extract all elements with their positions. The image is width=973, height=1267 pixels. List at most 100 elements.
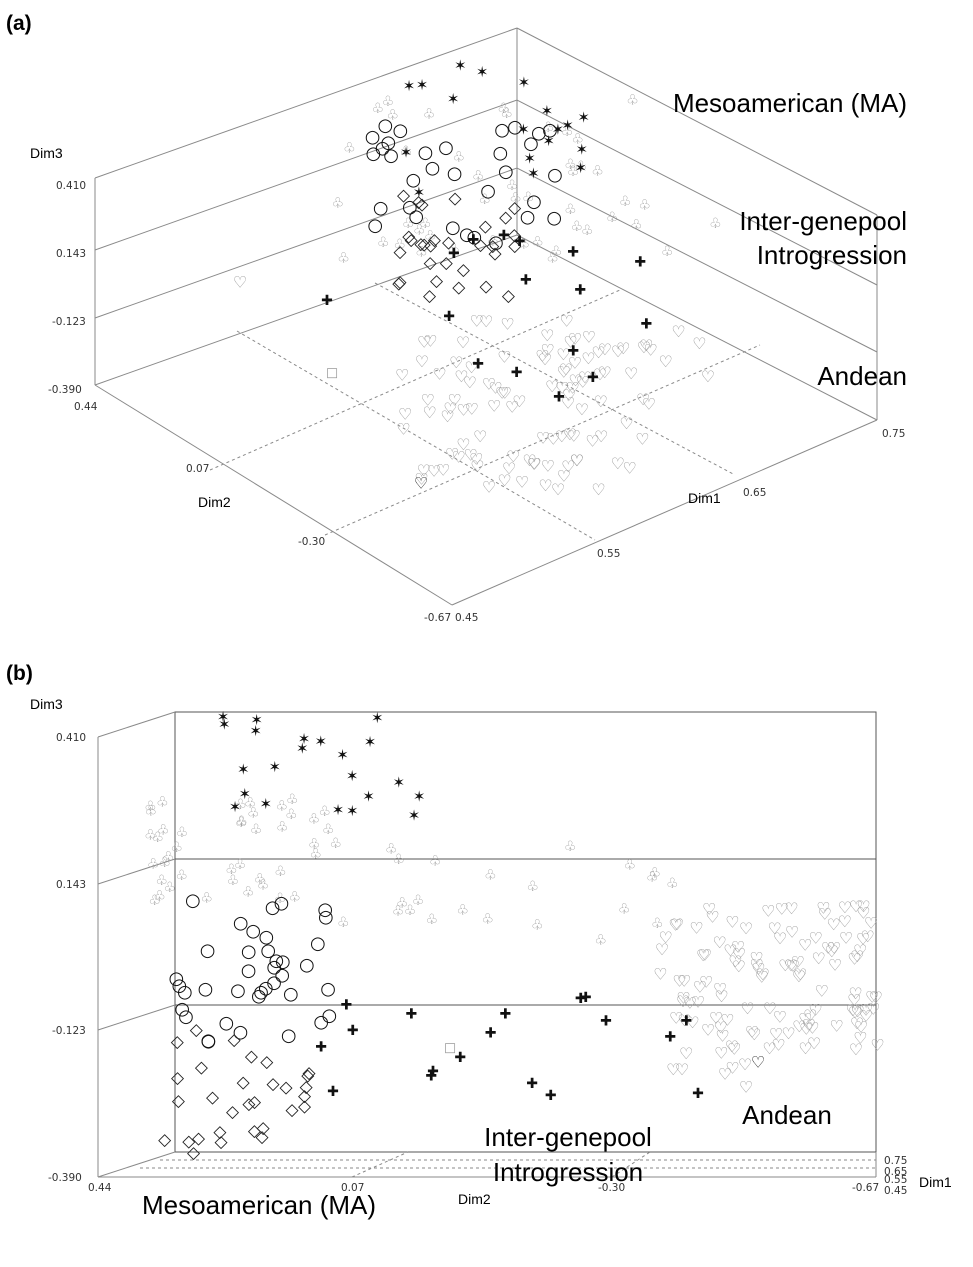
point-circle: ○ xyxy=(378,115,394,136)
point-diamond: ◇ xyxy=(424,253,438,273)
point-heart: ♡ xyxy=(692,334,706,353)
panel-a-dim2-tick: -0.30 xyxy=(298,536,325,548)
point-heart: ♡ xyxy=(396,419,410,438)
point-diamond: ◇ xyxy=(486,236,500,256)
point-heart: ♡ xyxy=(848,1003,862,1022)
point-heart: ♡ xyxy=(815,982,829,1001)
point-club: ♧ xyxy=(649,866,662,882)
point-diamond: ◇ xyxy=(302,1063,316,1083)
point-club: ♧ xyxy=(147,857,160,873)
point-star: ✶ xyxy=(542,132,555,150)
point-heart: ♡ xyxy=(395,365,409,384)
point-star: ✶ xyxy=(250,711,263,729)
point-heart: ♡ xyxy=(723,941,737,960)
point-club: ♧ xyxy=(531,918,544,934)
point-diamond: ◇ xyxy=(256,1127,270,1147)
point-club: ♧ xyxy=(332,195,345,211)
point-circle: ○ xyxy=(383,145,399,166)
panel-b-dim1-tick: 0.65 xyxy=(884,1166,907,1178)
panel-b-box xyxy=(97,711,877,1178)
point-diamond: ◇ xyxy=(508,225,522,245)
point-circle: ○ xyxy=(425,157,441,178)
point-heart: ♡ xyxy=(802,1016,816,1035)
point-heart: ♡ xyxy=(616,339,630,358)
point-diamond: ◇ xyxy=(442,232,456,252)
point-circle: ○ xyxy=(274,893,290,914)
panel-a-label-inter-genepool: Inter-genepool xyxy=(739,206,907,236)
panel-a-back-floor-right xyxy=(516,234,878,421)
panel-a-dim3-tick: -0.123 xyxy=(52,316,86,328)
point-heart: ♡ xyxy=(563,333,577,352)
point-heart: ♡ xyxy=(768,919,782,938)
point-heart: ♡ xyxy=(581,349,595,368)
point-heart: ♡ xyxy=(639,336,653,355)
point-heart: ♡ xyxy=(747,1025,761,1044)
panel-b-dim1-tick: 0.45 xyxy=(884,1185,907,1197)
point-cross: ✚ xyxy=(443,309,455,325)
point-club: ♧ xyxy=(500,106,513,122)
point-heart: ♡ xyxy=(672,972,686,991)
point-circle: ○ xyxy=(177,981,193,1002)
point-club: ♧ xyxy=(235,814,248,830)
point-heart: ♡ xyxy=(585,431,599,450)
point-club: ♧ xyxy=(235,815,248,831)
point-cross: ✚ xyxy=(587,370,599,386)
point-cross: ✚ xyxy=(574,283,586,299)
point-heart: ♡ xyxy=(701,367,715,386)
point-heart: ♡ xyxy=(568,329,582,348)
panel-a-dim1-tick: 0.55 xyxy=(597,548,620,560)
point-circle: ○ xyxy=(392,120,408,141)
point-circle: ○ xyxy=(258,978,274,999)
point-heart: ♡ xyxy=(784,956,798,975)
panel-a-label-introgression: Introgression xyxy=(757,240,907,270)
point-heart: ♡ xyxy=(677,1011,691,1030)
point-cross: ✚ xyxy=(341,998,353,1014)
panel-a: (a) Dim3 Dim2 Dim1 0.410 0.143 xyxy=(6,12,907,624)
point-heart: ♡ xyxy=(838,912,852,931)
panel-a-dim3-tick: -0.390 xyxy=(48,384,82,396)
point-heart: ♡ xyxy=(436,461,450,480)
point-circle: ○ xyxy=(200,940,216,961)
point-heart: ♡ xyxy=(818,905,832,924)
point-heart: ♡ xyxy=(749,948,763,967)
point-club: ♧ xyxy=(606,210,619,226)
point-club: ♧ xyxy=(518,236,531,252)
point-star: ✶ xyxy=(541,102,554,120)
point-heart: ♡ xyxy=(732,945,746,964)
point-heart: ♡ xyxy=(713,933,727,952)
point-circle: ○ xyxy=(488,232,504,253)
point-club: ♧ xyxy=(618,902,631,918)
point-club: ♧ xyxy=(564,839,577,855)
point-heart: ♡ xyxy=(689,918,703,937)
point-circle: ○ xyxy=(447,163,463,184)
point-club: ♧ xyxy=(481,912,494,928)
point-star: ✶ xyxy=(332,801,345,819)
point-heart: ♡ xyxy=(773,929,787,948)
point-heart: ♡ xyxy=(709,1009,723,1028)
point-club: ♧ xyxy=(456,902,469,918)
point-heart: ♡ xyxy=(830,1016,844,1035)
point-cross: ✚ xyxy=(468,233,480,249)
point-star: ✶ xyxy=(229,798,242,816)
point-diamond: ◇ xyxy=(301,1066,315,1086)
point-cross: ✚ xyxy=(600,1013,612,1029)
point-heart: ♡ xyxy=(828,955,842,974)
point-circle: ○ xyxy=(494,119,510,140)
point-diamond: ◇ xyxy=(226,1102,240,1122)
point-heart: ♡ xyxy=(683,993,697,1012)
point-star: ✶ xyxy=(336,746,349,764)
point-cross: ✚ xyxy=(514,234,526,250)
point-heart: ♡ xyxy=(636,390,650,409)
panel-b-letter: (b) xyxy=(6,662,33,685)
point-circle: ○ xyxy=(466,227,482,248)
point-heart: ♡ xyxy=(784,899,798,918)
panel-a-dim1-tick: 0.75 xyxy=(882,428,905,440)
point-circle: ○ xyxy=(241,941,257,962)
point-star: ✶ xyxy=(576,140,589,158)
point-club: ♧ xyxy=(404,903,417,919)
point-heart: ♡ xyxy=(763,999,777,1018)
point-diamond: ◇ xyxy=(423,286,437,306)
point-diamond: ◇ xyxy=(457,260,471,280)
point-heart: ♡ xyxy=(578,368,592,387)
point-diamond: ◇ xyxy=(242,1094,256,1114)
